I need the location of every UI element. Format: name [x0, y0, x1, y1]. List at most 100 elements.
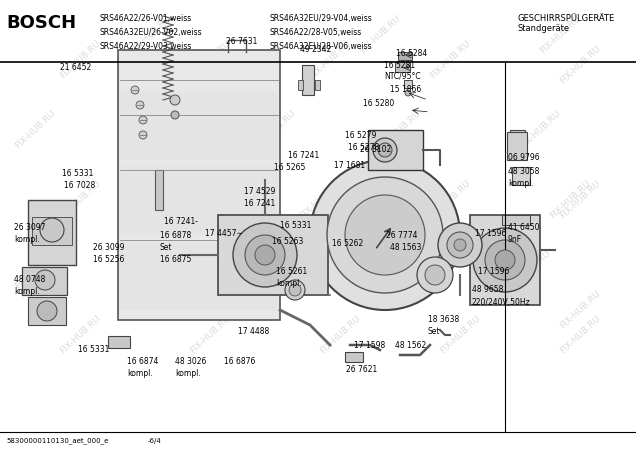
- Circle shape: [438, 223, 482, 267]
- Text: 16 5263: 16 5263: [272, 238, 303, 247]
- Bar: [155, 170, 163, 210]
- Text: FIX-HUB.RU: FIX-HUB.RU: [428, 179, 472, 221]
- Text: 26 7621: 26 7621: [346, 365, 377, 374]
- Text: 9nF: 9nF: [508, 235, 522, 244]
- Text: FIX-HUB.RU: FIX-HUB.RU: [378, 109, 422, 151]
- Text: 16 5265: 16 5265: [274, 162, 305, 171]
- Text: 220/240V,50Hz: 220/240V,50Hz: [472, 297, 531, 306]
- Bar: [398, 52, 412, 60]
- Text: FIX-HUB.RU: FIX-HUB.RU: [558, 289, 602, 331]
- Text: 58300000110130_aet_000_e: 58300000110130_aet_000_e: [6, 437, 108, 445]
- Text: FIX-HUB.RU: FIX-HUB.RU: [128, 14, 172, 56]
- Text: kompl.: kompl.: [175, 369, 201, 378]
- Text: FIX-HUB.RU: FIX-HUB.RU: [253, 109, 297, 151]
- Text: 16 6874: 16 6874: [127, 357, 158, 366]
- Text: 16 5281: 16 5281: [384, 60, 415, 69]
- Text: 48 3058: 48 3058: [508, 167, 539, 176]
- Text: Standgeräte: Standgeräte: [518, 24, 570, 33]
- Text: 16 5256: 16 5256: [93, 256, 125, 265]
- Text: FIX-HUB.RU: FIX-HUB.RU: [178, 179, 222, 221]
- Text: kompl.: kompl.: [14, 235, 39, 244]
- Text: 15 1866: 15 1866: [390, 86, 421, 94]
- Circle shape: [327, 177, 443, 293]
- Text: 17 1596: 17 1596: [475, 229, 506, 238]
- Bar: [120, 242, 277, 310]
- Circle shape: [170, 95, 180, 105]
- Circle shape: [310, 160, 460, 310]
- Bar: [395, 62, 410, 72]
- Circle shape: [454, 239, 466, 251]
- Text: 41 6450: 41 6450: [508, 224, 539, 233]
- Text: 16 5331: 16 5331: [78, 346, 109, 355]
- Text: 16 7241: 16 7241: [288, 150, 319, 159]
- Bar: [118, 50, 280, 320]
- Bar: [108, 336, 130, 348]
- Text: FIX-HUB.RU: FIX-HUB.RU: [558, 44, 602, 86]
- Circle shape: [171, 111, 179, 119]
- Text: 17 1598: 17 1598: [354, 341, 385, 350]
- Text: FIX-HUB.RU: FIX-HUB.RU: [558, 314, 602, 356]
- Text: SRS46A22/29-V03,weiss: SRS46A22/29-V03,weiss: [100, 42, 192, 51]
- Text: 26 3097: 26 3097: [14, 224, 46, 233]
- Text: 16 7028: 16 7028: [64, 181, 95, 190]
- Text: 17 4488: 17 4488: [238, 328, 269, 337]
- Text: 26 7631: 26 7631: [226, 37, 258, 46]
- Bar: [502, 215, 530, 225]
- Text: GESCHIRRSPÜLGERÄTE: GESCHIRRSPÜLGERÄTE: [518, 14, 615, 23]
- Text: 16 5331: 16 5331: [62, 170, 93, 179]
- Bar: [22, 267, 67, 295]
- Text: 16 5280: 16 5280: [363, 99, 394, 108]
- Text: 21 6452: 21 6452: [60, 63, 91, 72]
- Text: kompl.: kompl.: [276, 279, 301, 288]
- Text: FIX-HUB.RU: FIX-HUB.RU: [58, 179, 102, 221]
- Text: NTC/95°C: NTC/95°C: [384, 72, 420, 81]
- Text: Set: Set: [160, 243, 172, 252]
- Text: FIX-HUB.RU: FIX-HUB.RU: [508, 249, 552, 291]
- Text: 16 5261: 16 5261: [276, 267, 307, 276]
- Text: SRS46A32EU/26-V02,weiss: SRS46A32EU/26-V02,weiss: [100, 28, 203, 37]
- Text: 16 5279: 16 5279: [345, 130, 377, 140]
- Text: 18 3638: 18 3638: [428, 315, 459, 324]
- Text: 16 5278: 16 5278: [348, 143, 379, 152]
- Text: FIX-HUB.RU: FIX-HUB.RU: [358, 14, 402, 56]
- Text: FIX-HUB.RU: FIX-HUB.RU: [133, 249, 177, 291]
- Text: 17 1596: 17 1596: [478, 267, 509, 276]
- Text: FIX-HUB.RU: FIX-HUB.RU: [558, 179, 602, 221]
- Text: 48 1563: 48 1563: [390, 243, 422, 252]
- Circle shape: [139, 116, 147, 124]
- Text: 17 4529: 17 4529: [244, 188, 275, 197]
- Text: kompl.: kompl.: [14, 288, 39, 297]
- Bar: [404, 80, 412, 88]
- Text: 48 3026: 48 3026: [175, 357, 206, 366]
- Circle shape: [131, 86, 139, 94]
- Circle shape: [289, 284, 301, 296]
- Text: 17 1681: 17 1681: [334, 162, 365, 171]
- Text: 26 3099: 26 3099: [93, 243, 125, 252]
- Circle shape: [417, 257, 453, 293]
- Circle shape: [35, 270, 55, 290]
- Text: FIX-HUB.RU: FIX-HUB.RU: [298, 179, 342, 221]
- Circle shape: [255, 245, 275, 265]
- Circle shape: [136, 101, 144, 109]
- Text: FIX-HUB.RU: FIX-HUB.RU: [538, 14, 582, 56]
- Text: 17 4457∼: 17 4457∼: [205, 230, 243, 238]
- Text: FIX-HUB.RU: FIX-HUB.RU: [58, 39, 102, 81]
- Bar: [298, 80, 303, 90]
- Circle shape: [285, 280, 305, 300]
- Circle shape: [378, 143, 392, 157]
- Bar: [345, 352, 363, 362]
- Circle shape: [495, 250, 515, 270]
- Text: -6/4: -6/4: [148, 438, 162, 444]
- Text: 16 5262: 16 5262: [332, 238, 363, 248]
- Bar: [368, 130, 423, 170]
- Text: 16 5284: 16 5284: [396, 50, 427, 58]
- Circle shape: [345, 195, 425, 275]
- Bar: [315, 80, 320, 90]
- Circle shape: [485, 240, 525, 280]
- Circle shape: [233, 223, 297, 287]
- Bar: [470, 215, 540, 305]
- Bar: [32, 217, 72, 245]
- Text: 48 9658: 48 9658: [472, 285, 503, 294]
- Circle shape: [447, 232, 473, 258]
- Text: 16 5331: 16 5331: [280, 220, 312, 230]
